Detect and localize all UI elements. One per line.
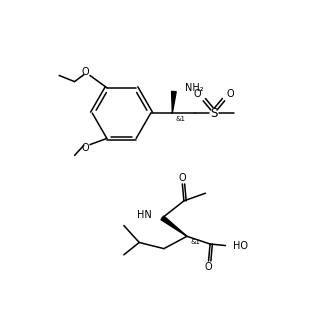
Text: &1: &1 [190, 239, 200, 245]
Text: O: O [194, 89, 202, 99]
Text: O: O [82, 67, 89, 77]
Text: &1: &1 [175, 116, 185, 122]
Text: O: O [179, 173, 186, 183]
Text: HO: HO [233, 240, 248, 250]
Text: O: O [205, 262, 212, 272]
Polygon shape [161, 216, 187, 236]
Text: HN: HN [137, 210, 152, 220]
Text: O: O [226, 89, 234, 99]
Polygon shape [172, 91, 176, 113]
Text: NH₂: NH₂ [185, 84, 203, 94]
Text: O: O [82, 143, 89, 153]
Text: S: S [210, 107, 218, 120]
